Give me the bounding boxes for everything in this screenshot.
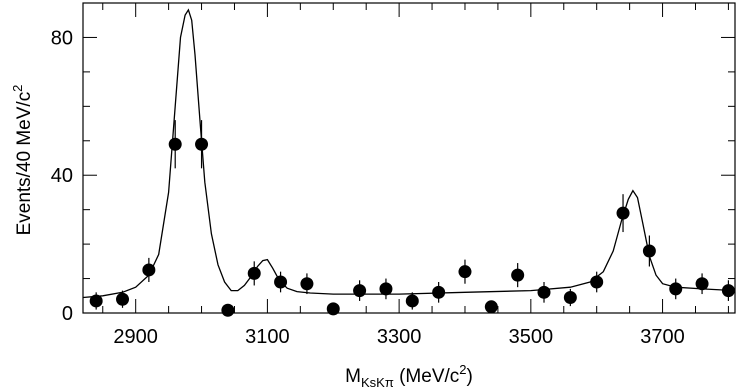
plot-frame bbox=[82, 2, 736, 314]
data-point bbox=[247, 261, 261, 286]
data-marker bbox=[221, 303, 235, 317]
x-tick-label: 3300 bbox=[377, 326, 422, 348]
y-tick-label: 0 bbox=[62, 303, 73, 325]
data-point bbox=[616, 194, 630, 233]
axes: 2900 3100 3300 3500 3700 0 40 80 bbox=[51, 2, 735, 348]
data-marker bbox=[142, 263, 156, 277]
data-marker bbox=[721, 284, 735, 298]
data-marker bbox=[537, 285, 551, 299]
data-point bbox=[511, 263, 525, 288]
data-marker bbox=[458, 265, 472, 279]
x-tick-label: 3500 bbox=[509, 326, 554, 348]
data-point bbox=[484, 300, 498, 314]
x-axis-title-unit-sup: 2 bbox=[459, 362, 466, 377]
data-point bbox=[695, 273, 709, 295]
fit-curve bbox=[82, 8, 736, 299]
y-axis-title-main: Events/40 MeV/c bbox=[14, 92, 35, 236]
data-marker bbox=[116, 292, 130, 306]
data-point bbox=[537, 282, 551, 303]
data-point bbox=[89, 292, 103, 310]
data-points bbox=[89, 120, 735, 317]
x-tick-label: 2900 bbox=[113, 326, 158, 348]
x-axis-title-main: M bbox=[345, 366, 361, 387]
data-point bbox=[590, 271, 604, 293]
data-marker bbox=[616, 206, 630, 220]
data-marker bbox=[669, 282, 683, 296]
data-marker bbox=[274, 275, 288, 289]
data-point bbox=[116, 290, 130, 308]
data-marker bbox=[353, 284, 367, 298]
data-marker bbox=[247, 266, 261, 280]
data-marker bbox=[405, 294, 419, 308]
data-point bbox=[221, 303, 235, 317]
data-marker bbox=[484, 300, 498, 314]
data-point bbox=[458, 259, 472, 284]
x-axis-title: MKsKπ (MeV/c2) bbox=[345, 362, 473, 387]
data-point bbox=[721, 280, 735, 301]
data-marker bbox=[379, 282, 393, 296]
y-axis-title-sup: 2 bbox=[10, 85, 25, 92]
x-axis-title-sub: KsKπ bbox=[361, 375, 394, 387]
data-marker bbox=[89, 294, 103, 308]
data-marker bbox=[642, 244, 656, 258]
data-marker bbox=[168, 137, 182, 151]
data-marker bbox=[195, 137, 209, 151]
y-tick-label: 80 bbox=[51, 27, 73, 49]
data-point bbox=[379, 278, 393, 300]
y-axis-title: Events/40 MeV/c2 bbox=[10, 85, 35, 236]
x-axis-title-unit: (MeV/c bbox=[394, 366, 459, 387]
data-point bbox=[300, 273, 314, 295]
data-marker bbox=[432, 285, 446, 299]
data-point bbox=[669, 278, 683, 300]
x-axis-title-unit-close: ) bbox=[467, 366, 473, 387]
data-point bbox=[274, 271, 288, 293]
data-marker bbox=[300, 277, 314, 291]
data-point bbox=[195, 120, 209, 169]
data-point bbox=[432, 282, 446, 303]
x-tick-label: 3100 bbox=[245, 326, 290, 348]
data-point bbox=[168, 120, 182, 169]
data-marker bbox=[695, 277, 709, 291]
data-point bbox=[405, 292, 419, 310]
data-point bbox=[642, 235, 656, 267]
data-point bbox=[563, 288, 577, 307]
data-point bbox=[142, 257, 156, 282]
y-tick-label: 40 bbox=[51, 165, 73, 187]
data-point bbox=[353, 280, 367, 301]
x-tick-label: 3700 bbox=[640, 326, 685, 348]
data-marker bbox=[511, 268, 525, 282]
data-marker bbox=[590, 275, 604, 289]
data-marker bbox=[563, 291, 577, 304]
